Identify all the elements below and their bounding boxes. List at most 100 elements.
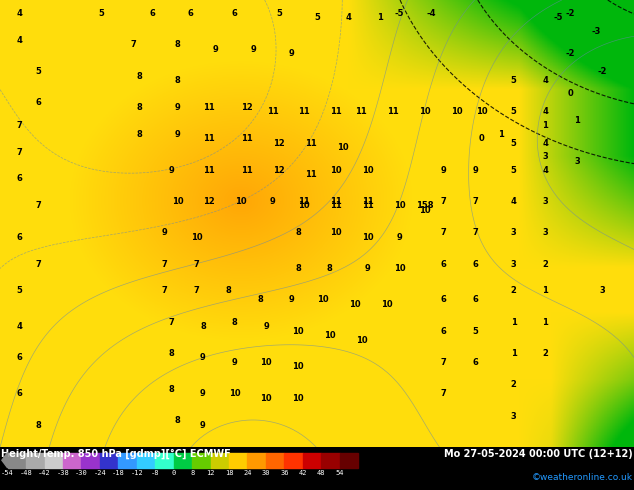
Text: 2: 2 <box>542 349 548 358</box>
Text: -12: -12 <box>131 470 143 476</box>
Text: 10: 10 <box>191 233 202 242</box>
Text: 7: 7 <box>441 358 447 367</box>
Text: 11: 11 <box>330 197 342 206</box>
Text: 3: 3 <box>510 228 517 237</box>
Text: 0: 0 <box>567 90 574 98</box>
Bar <box>303 453 321 468</box>
Text: 12: 12 <box>206 470 215 476</box>
Text: 11: 11 <box>299 107 310 116</box>
Text: 7: 7 <box>130 40 136 49</box>
Text: 10: 10 <box>451 107 462 116</box>
Text: 6: 6 <box>441 295 447 304</box>
Text: 8: 8 <box>174 76 181 85</box>
Text: 10: 10 <box>324 331 335 340</box>
Text: 11: 11 <box>242 166 253 174</box>
Text: 3: 3 <box>542 197 548 206</box>
Text: 8: 8 <box>257 295 263 304</box>
Text: -48: -48 <box>20 470 32 476</box>
Text: 18: 18 <box>225 470 233 476</box>
Text: 7: 7 <box>168 318 174 327</box>
Text: 10: 10 <box>362 233 373 242</box>
Bar <box>137 453 155 468</box>
Text: 11: 11 <box>267 107 278 116</box>
Text: 4: 4 <box>542 107 548 116</box>
Text: 9: 9 <box>162 228 168 237</box>
Text: 7: 7 <box>193 260 200 269</box>
Text: 9: 9 <box>396 233 403 242</box>
Text: 5: 5 <box>16 286 22 295</box>
Text: -42: -42 <box>38 470 51 476</box>
Text: -18: -18 <box>112 470 125 476</box>
Text: 10: 10 <box>362 166 373 174</box>
Text: 4: 4 <box>16 9 22 18</box>
Text: ©weatheronline.co.uk: ©weatheronline.co.uk <box>532 473 633 482</box>
Text: 2: 2 <box>542 260 548 269</box>
Text: 10: 10 <box>299 201 310 210</box>
Text: 11: 11 <box>387 107 399 116</box>
Text: 3: 3 <box>510 260 517 269</box>
Text: -38: -38 <box>56 470 69 476</box>
Text: 0: 0 <box>479 134 485 143</box>
Text: 11: 11 <box>242 134 253 143</box>
Text: 7: 7 <box>441 228 447 237</box>
Text: 9: 9 <box>174 130 181 139</box>
Text: 12: 12 <box>204 197 215 206</box>
Text: 9: 9 <box>174 103 181 112</box>
Text: 10: 10 <box>419 206 430 215</box>
Text: 10: 10 <box>229 389 240 398</box>
Text: 6: 6 <box>16 389 22 398</box>
Text: 12: 12 <box>273 166 285 174</box>
Text: -2: -2 <box>566 49 575 58</box>
Text: 1: 1 <box>510 318 517 327</box>
Text: 158: 158 <box>416 201 434 210</box>
Bar <box>229 453 247 468</box>
Text: 7: 7 <box>162 260 168 269</box>
Text: -4: -4 <box>427 9 436 18</box>
Text: 11: 11 <box>299 197 310 206</box>
Text: 36: 36 <box>280 470 288 476</box>
Text: 3: 3 <box>574 157 580 166</box>
Bar <box>26 453 44 468</box>
Text: 12: 12 <box>242 103 253 112</box>
Text: 2: 2 <box>510 286 517 295</box>
Text: 8: 8 <box>327 264 333 273</box>
Text: 1: 1 <box>498 130 504 139</box>
Text: 6: 6 <box>187 9 193 18</box>
Text: 5: 5 <box>98 9 105 18</box>
Text: 10: 10 <box>349 300 361 309</box>
Text: 8: 8 <box>168 349 174 358</box>
Text: 3: 3 <box>599 286 605 295</box>
Text: 11: 11 <box>204 166 215 174</box>
Bar <box>192 453 210 468</box>
Text: 6: 6 <box>441 260 447 269</box>
Text: 6: 6 <box>472 295 479 304</box>
Text: 6: 6 <box>472 260 479 269</box>
Bar <box>100 453 119 468</box>
Text: -5: -5 <box>395 9 404 18</box>
Text: 10: 10 <box>330 166 342 174</box>
Text: 11: 11 <box>204 103 215 112</box>
Text: 10: 10 <box>381 300 392 309</box>
Text: 9: 9 <box>269 197 276 206</box>
Text: 9: 9 <box>288 295 295 304</box>
Text: 10: 10 <box>292 394 304 403</box>
Text: 3: 3 <box>510 412 517 420</box>
Text: 4: 4 <box>16 36 22 45</box>
Text: 10: 10 <box>261 358 272 367</box>
Text: 8: 8 <box>174 416 181 425</box>
Text: 10: 10 <box>318 295 329 304</box>
Text: 5: 5 <box>510 166 517 174</box>
Text: 4: 4 <box>346 13 352 23</box>
Text: 6: 6 <box>149 9 155 18</box>
Text: 10: 10 <box>476 107 488 116</box>
Polygon shape <box>2 453 8 468</box>
Text: 8: 8 <box>295 264 301 273</box>
Text: 5: 5 <box>510 76 517 85</box>
Text: 8: 8 <box>136 72 143 80</box>
Text: 11: 11 <box>356 107 367 116</box>
Bar <box>266 453 285 468</box>
Text: 10: 10 <box>356 336 367 344</box>
Text: 7: 7 <box>472 228 479 237</box>
Text: 7: 7 <box>162 286 168 295</box>
Text: -8: -8 <box>151 470 160 476</box>
